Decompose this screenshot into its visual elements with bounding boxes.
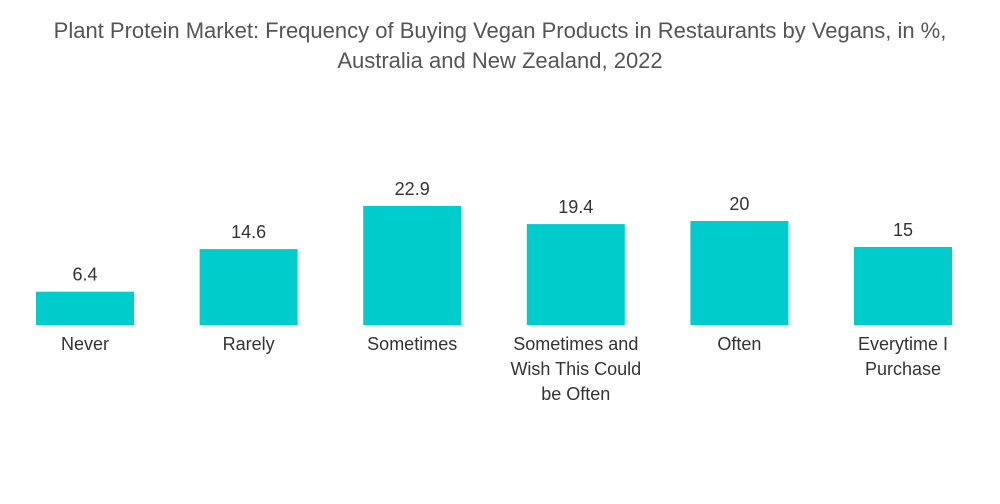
data-label-6: 15 — [893, 220, 913, 240]
bar-5 — [690, 221, 789, 325]
bar-1 — [36, 291, 134, 325]
category-label-5: Often — [717, 334, 762, 354]
category-label-4: Sometimes and Wish This Could be Often — [510, 334, 642, 404]
chart-title: Plant Protein Market: Frequency of Buyin… — [0, 16, 1000, 76]
bar-3 — [363, 205, 462, 325]
data-label-1: 6.4 — [72, 265, 97, 285]
data-label-5: 20 — [729, 194, 749, 214]
category-label-1: Never — [60, 334, 109, 354]
category-label-6: Everytime I Purchase — [857, 334, 949, 379]
bar-4 — [526, 224, 625, 325]
data-label-3: 22.9 — [395, 179, 430, 199]
chart-title-line-1: Plant Protein Market: Frequency of Buyin… — [53, 18, 947, 43]
category-label-2: Rarely — [222, 334, 275, 354]
category-label-3: Sometimes — [367, 334, 458, 354]
data-label-2: 14.6 — [231, 222, 266, 242]
bar-6 — [854, 247, 952, 325]
bar-2 — [199, 249, 298, 325]
data-label-4: 19.4 — [558, 197, 593, 217]
chart-title-line-2: Australia and New Zealand, 2022 — [337, 48, 663, 73]
